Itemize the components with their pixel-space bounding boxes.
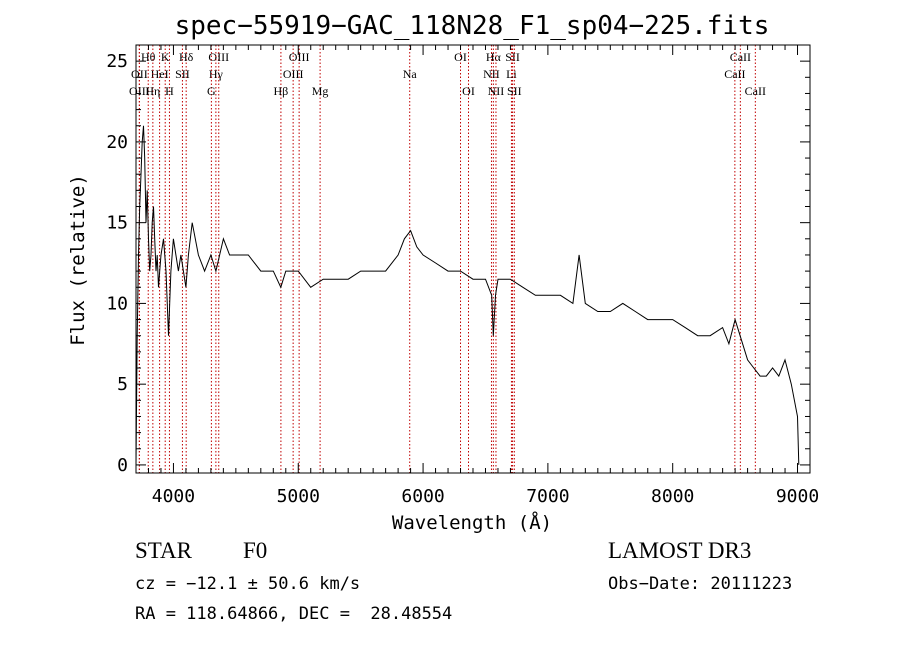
line-label-2: Hδ	[179, 50, 194, 64]
y-axis-label: Flux (relative)	[67, 174, 89, 346]
y-tick-label-4: 20	[106, 132, 128, 153]
spectrum-series	[135, 125, 800, 465]
line-label-17: CaII	[724, 67, 745, 81]
survey-name: LAMOST DR3	[608, 538, 752, 563]
axes: 4000 5000 6000 7000 8000 9000 0 5 10 15 20 25	[106, 45, 819, 507]
velocity-readout: cz = −12.1 ± 50.6 km/s	[135, 574, 361, 594]
line-label-6: Hα	[486, 50, 502, 64]
y-tick-label-5: 25	[106, 51, 128, 72]
line-label-22: Hβ	[274, 84, 289, 98]
line-label-8: CaII	[730, 50, 751, 64]
line-label-27: CaII	[745, 84, 766, 98]
coordinates-readout: RA = 118.64866, DEC = 28.48554	[135, 604, 453, 624]
line-label-25: NII	[488, 84, 505, 98]
line-label-11: SII	[175, 67, 190, 81]
line-label-18: OIII	[129, 84, 150, 98]
plot-frame	[135, 44, 811, 474]
chart-title: spec−55919−GAC_118N28_F1_sp04−225.fits	[175, 11, 770, 41]
line-label-0: Hθ	[141, 50, 156, 64]
line-label-12: Hγ	[209, 67, 224, 81]
line-label-14: Na	[403, 67, 418, 81]
observation-date: Obs−Date: 20111223	[608, 574, 793, 594]
x-tick-label-0: 4000	[152, 486, 195, 507]
y-tick-label-2: 10	[106, 293, 128, 314]
line-label-20: H	[165, 84, 174, 98]
y-tick-label-3: 15	[106, 213, 128, 234]
line-label-19: Hη	[145, 84, 160, 98]
x-axis-label: Wavelength (Å)	[392, 511, 552, 534]
object-class: STAR	[135, 538, 192, 563]
line-label-23: Mg	[312, 84, 329, 98]
spectrum-line-0	[135, 125, 800, 465]
line-label-3: OIII	[208, 50, 229, 64]
line-label-5: OI	[454, 50, 467, 64]
x-tick-label-1: 5000	[277, 486, 320, 507]
x-tick-label-4: 8000	[651, 486, 694, 507]
line-label-24: OI	[462, 84, 475, 98]
x-tick-label-5: 9000	[776, 486, 819, 507]
line-label-1: K	[161, 50, 170, 64]
spectral-subclass: F0	[243, 538, 268, 563]
line-label-10: HeI	[151, 67, 169, 81]
line-label-7: SII	[505, 50, 520, 64]
line-label-15: NII	[483, 67, 500, 81]
y-tick-label-0: 0	[117, 455, 128, 476]
line-label-26: SII	[507, 84, 522, 98]
y-tick-label-1: 5	[117, 374, 128, 395]
line-label-16: Li	[506, 67, 517, 81]
x-tick-label-3: 7000	[526, 486, 569, 507]
line-label-4: OIII	[289, 50, 310, 64]
x-tick-label-2: 6000	[401, 486, 444, 507]
line-label-21: G	[207, 84, 216, 98]
line-label-13: OIII	[283, 67, 304, 81]
